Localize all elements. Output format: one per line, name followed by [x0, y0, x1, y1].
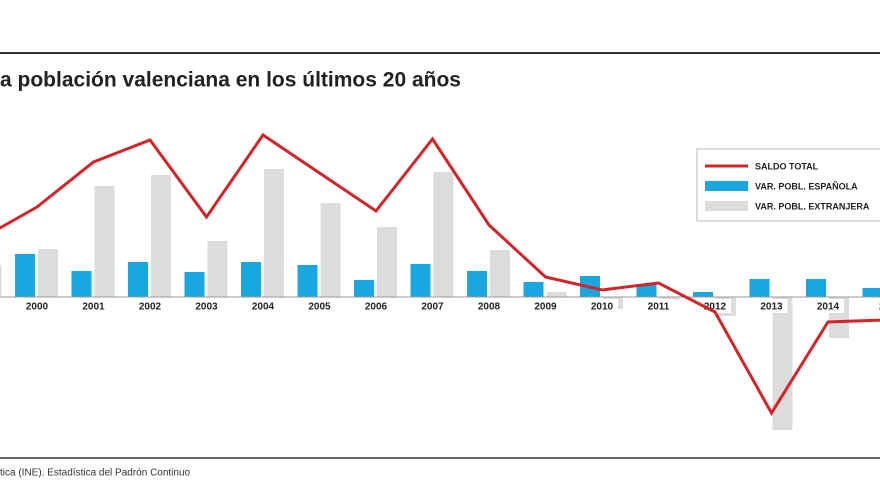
x-tick-label: 2000	[26, 302, 49, 313]
bar	[264, 169, 284, 297]
label-bg	[360, 299, 392, 313]
bar	[184, 272, 205, 297]
x-tick-label: 2004	[252, 302, 275, 313]
bar	[490, 250, 510, 297]
bar	[94, 186, 115, 297]
bar	[207, 241, 228, 297]
bar	[377, 227, 397, 297]
label-bg	[586, 299, 618, 313]
bar	[15, 254, 35, 297]
bar	[772, 297, 793, 430]
bar	[320, 203, 341, 297]
x-tick-label: 20	[879, 302, 880, 313]
bar	[38, 249, 58, 297]
x-tick-label: 2010	[591, 302, 614, 313]
label-bg	[247, 299, 279, 313]
legend-label: VAR. POBL. ESPAÑOLA	[755, 181, 858, 191]
x-tick-label: 2008	[478, 302, 501, 313]
label-bg	[77, 299, 110, 313]
bar	[546, 292, 567, 297]
label-bg	[134, 299, 166, 313]
bar	[0, 265, 2, 297]
bar	[71, 271, 92, 297]
x-tick-label: 2006	[365, 302, 388, 313]
label-bg	[190, 299, 223, 313]
legend-label: SALDO TOTAL	[755, 161, 819, 171]
x-tick-label: 2013	[760, 302, 783, 313]
legend-label: VAR. POBL. EXTRANJERA	[755, 201, 870, 211]
x-tick-label: 2007	[421, 302, 444, 313]
legend-swatch	[705, 181, 748, 191]
label-bg	[21, 299, 53, 313]
bar	[151, 175, 171, 297]
bar	[467, 271, 487, 297]
bar	[523, 282, 544, 297]
x-tick-label: 2014	[817, 302, 840, 313]
legend: SALDO TOTAL VAR. POBL. ESPAÑOLA VAR. POBL.…	[696, 148, 880, 222]
label-bg	[473, 299, 505, 313]
bar	[636, 284, 657, 297]
label-bg	[303, 299, 336, 313]
plot: 2000 2001 2002 2003 2004 2005 2006 2007 2008 2009…	[0, 132, 880, 430]
x-tick-label: 2001	[82, 302, 105, 313]
bar	[433, 172, 454, 297]
label-bg	[416, 299, 449, 313]
label-bg	[529, 299, 562, 313]
x-tick-label: 2002	[139, 302, 162, 313]
bar	[241, 262, 261, 297]
x-tick-label: 2012	[704, 302, 727, 313]
bar	[749, 279, 770, 297]
label-bg	[642, 299, 675, 313]
bar	[693, 292, 713, 297]
bar	[659, 297, 680, 300]
x-tick-label: 2011	[648, 302, 670, 313]
bar	[806, 279, 826, 297]
source: tica (INE). Estadística del Padrón Conti…	[0, 468, 191, 479]
chart-title: a población valenciana en los últimos 20…	[0, 69, 461, 92]
bar	[410, 264, 431, 297]
line	[0, 132, 880, 416]
x-tick-label: 2009	[534, 302, 557, 313]
bar	[128, 262, 148, 297]
bar	[297, 265, 318, 297]
label-bg	[755, 299, 788, 313]
label-bg	[812, 299, 844, 313]
x-tick-label: 2005	[308, 302, 331, 313]
bar	[354, 280, 374, 297]
legend-swatch	[705, 201, 748, 211]
bar	[862, 288, 880, 297]
label-bg	[868, 299, 880, 313]
x-tick-label: 2003	[195, 302, 218, 313]
